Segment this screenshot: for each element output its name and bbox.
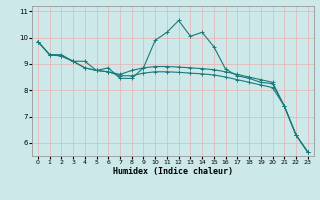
X-axis label: Humidex (Indice chaleur): Humidex (Indice chaleur) (113, 167, 233, 176)
